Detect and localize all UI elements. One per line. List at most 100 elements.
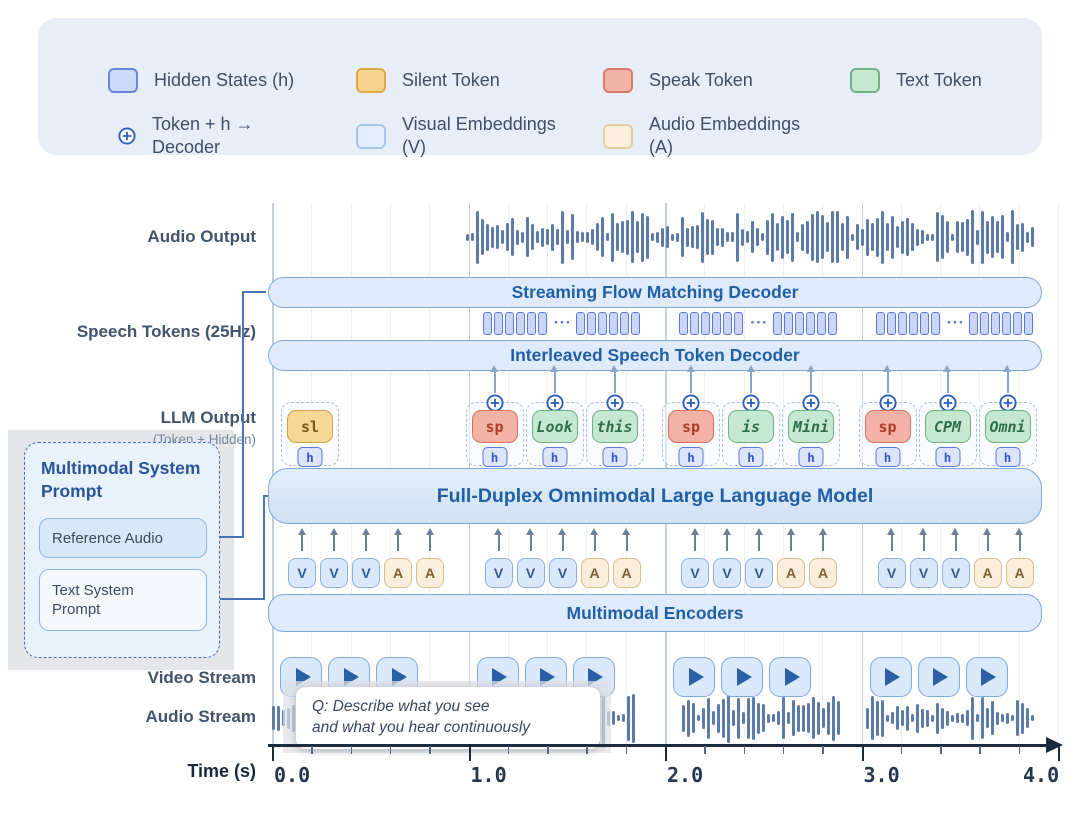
- speech-token-cell: [897, 311, 907, 335]
- waveform-bar: [727, 693, 730, 743]
- waveform-bar: [966, 710, 969, 726]
- waveform-bar: [506, 223, 509, 251]
- axis-tick: [625, 746, 628, 754]
- waveform-bar: [536, 231, 539, 243]
- axis-tick: [665, 746, 667, 761]
- audio-embedding-box: A: [809, 528, 837, 588]
- up-arrow-icon: [818, 528, 827, 551]
- waveform-bar: [481, 219, 484, 255]
- text-token: Omni: [984, 410, 1031, 443]
- video-frame-button: [965, 657, 1008, 697]
- up-arrow-icon: [951, 528, 959, 551]
- waveform-bar: [621, 221, 624, 253]
- waveform-bar: [1011, 210, 1014, 264]
- legend-label: Hidden States (h): [154, 70, 295, 90]
- waveform-bar: [751, 221, 754, 253]
- axis-tick: [507, 746, 510, 754]
- waveform-bar: [466, 233, 469, 241]
- waveform-bar: [787, 712, 790, 724]
- text-token: Look: [531, 410, 578, 443]
- waveform-bar: [1001, 714, 1004, 722]
- speech-token-cell: [576, 311, 586, 335]
- waveform-bar: [706, 219, 709, 255]
- waveform-bar: [511, 218, 514, 256]
- ellipsis: ···: [946, 315, 965, 331]
- plus-decoder-icon: [742, 394, 760, 412]
- waveform-bar: [491, 226, 494, 248]
- waveform-bar: [941, 215, 944, 259]
- speech-token-cell: [991, 311, 1001, 335]
- waveform-bar: [711, 219, 714, 255]
- waveform-bar: [666, 226, 669, 248]
- axis-tick: [311, 746, 313, 754]
- waveform-bar: [971, 696, 974, 740]
- waveform-bar: [1016, 700, 1019, 736]
- time-axis-line: [268, 744, 1050, 747]
- waveform-bar: [866, 707, 869, 729]
- text-token: this: [591, 410, 638, 443]
- query-bubble: Q: Describe what you see and what you he…: [296, 687, 600, 749]
- waveform-bar: [851, 233, 854, 241]
- axis-tick: [468, 746, 471, 761]
- speech-token-cell: [620, 311, 630, 335]
- waveform-bar: [496, 225, 499, 249]
- up-arrow-icon: [393, 528, 402, 551]
- multimodal-encoders-label: Multimodal Encoders: [566, 602, 744, 623]
- visual-embedding-box: V: [548, 528, 577, 588]
- waveform-bar: [986, 220, 989, 254]
- visual-embedding-box: V: [516, 528, 545, 588]
- speech-token-cell: [875, 311, 885, 335]
- waveform-bar: [726, 232, 729, 242]
- waveform-bar: [901, 710, 904, 726]
- waveform-bar: [971, 210, 974, 264]
- waveform-bar: [586, 231, 589, 243]
- waveform-bar: [981, 210, 984, 264]
- waveform-bar: [767, 713, 770, 723]
- visual-embedding-box: V: [877, 528, 906, 588]
- play-icon: [736, 668, 752, 686]
- speech-token-cell: [701, 311, 710, 335]
- waveform-bar: [476, 210, 479, 264]
- speech-token-cell: [772, 311, 782, 335]
- up-arrow-icon: [329, 528, 338, 551]
- waveform-bar: [561, 210, 564, 264]
- waveform-bar: [946, 221, 949, 253]
- waveform-bar: [996, 221, 999, 253]
- waveform-bar: [681, 217, 684, 257]
- waveform-bar: [772, 714, 775, 722]
- waveform-bar: [961, 713, 964, 723]
- waveform-bar: [526, 217, 529, 257]
- llm-token-group: CPM h: [918, 365, 977, 467]
- audio-embedding-box: A: [973, 528, 1002, 588]
- speech-token-cell: [690, 311, 699, 335]
- waveform-bar: [981, 697, 984, 739]
- waveform-bar: [632, 693, 635, 743]
- up-arrow-icon: [622, 528, 630, 551]
- llm-token-group: this h: [585, 365, 644, 467]
- waveform-bar: [551, 223, 554, 251]
- row-label-time: Time (s): [187, 761, 256, 781]
- waveform-bar: [1026, 708, 1029, 728]
- speech-token-cell: [723, 311, 732, 335]
- axis-tick: [586, 746, 588, 754]
- llm-token-group: Look h: [525, 365, 584, 467]
- text-system-prompt-box: Text System Prompt: [39, 569, 207, 631]
- silent-token: sl: [287, 410, 333, 443]
- axis-tick: [743, 746, 746, 754]
- waveform-bar: [616, 223, 619, 251]
- waveform-bar: [617, 715, 620, 721]
- hidden-state-box: h: [875, 447, 900, 467]
- waveform-bar: [991, 701, 994, 735]
- speech-token-cell: [679, 311, 688, 335]
- waveform-bar: [611, 212, 614, 262]
- legend-label: Text Token: [896, 70, 982, 90]
- waveform-bar: [596, 223, 599, 251]
- up-arrow-icon: [806, 365, 815, 393]
- visual-embedding-box: V: [713, 528, 741, 588]
- waveform-bar: [646, 215, 649, 259]
- waveform-bar: [871, 696, 874, 740]
- speech-token-cell: [805, 311, 815, 335]
- speak-token: sp: [668, 410, 714, 443]
- audio-embedding-box: A: [384, 528, 412, 588]
